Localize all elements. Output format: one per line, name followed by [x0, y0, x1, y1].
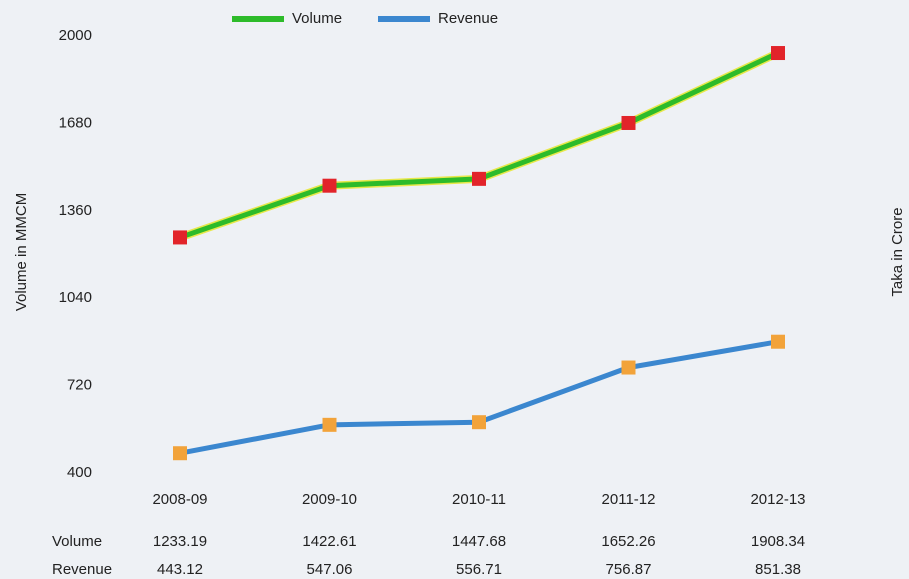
x-tick-label: 2012-13: [750, 491, 805, 508]
x-tick-label: 2008-09: [152, 491, 207, 508]
x-tick-label: 2011-12: [602, 491, 656, 508]
point-marker: [173, 230, 187, 245]
point-marker: [472, 171, 486, 186]
y-tick-label: 1040: [59, 289, 92, 306]
table-value: 1908.34: [751, 533, 805, 550]
y-tick-label: 2000: [59, 27, 92, 44]
point-marker: [621, 115, 636, 130]
y2-axis-label: Taka in Crore: [889, 207, 906, 296]
point-marker: [621, 360, 636, 375]
table-row-label: Revenue: [52, 561, 112, 578]
point-marker: [771, 46, 785, 61]
table-value: 1422.61: [302, 533, 356, 550]
table-value: 556.71: [456, 561, 502, 578]
y-tick-label: 400: [67, 464, 92, 481]
table-value: 1233.19: [153, 533, 207, 550]
y-tick-label: 1680: [59, 114, 92, 131]
y-tick-label: 1360: [59, 202, 92, 219]
table-row-label: Volume: [52, 533, 102, 550]
table-value: 1652.26: [601, 533, 655, 550]
y-axis-label: Volume in MMCM: [13, 193, 30, 311]
point-marker: [322, 417, 337, 432]
x-tick-label: 2010-11: [452, 491, 506, 508]
table-value: 1447.68: [452, 533, 506, 550]
table-value: 756.87: [606, 561, 652, 578]
point-marker: [173, 446, 187, 461]
legend-label: Revenue: [438, 10, 498, 27]
legend-label: Volume: [292, 10, 342, 27]
point-marker: [322, 178, 337, 193]
y-tick-label: 720: [67, 377, 92, 394]
point-marker: [472, 415, 486, 430]
table-value: 851.38: [755, 561, 801, 578]
table-value: 547.06: [307, 561, 353, 578]
x-tick-label: 2009-10: [302, 491, 357, 508]
point-marker: [771, 334, 785, 349]
table-value: 443.12: [157, 561, 203, 578]
